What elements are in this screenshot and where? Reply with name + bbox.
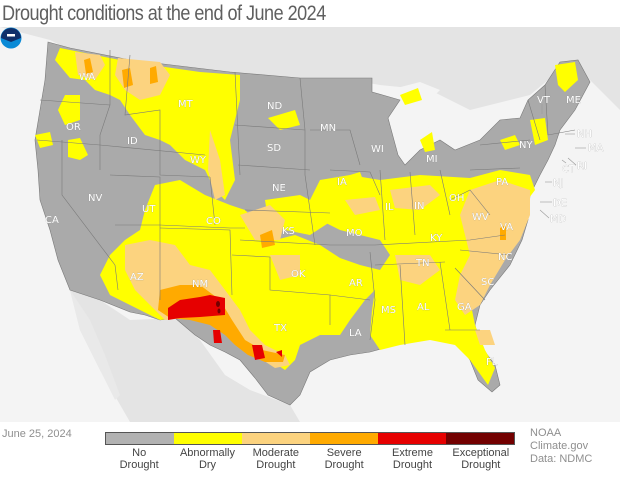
canada-land — [0, 27, 620, 110]
legend-label-extreme: Extreme Drought — [391, 447, 433, 471]
legend-swatch-severe — [310, 433, 378, 444]
state-labels: WA OR CA NV ID MT WY UT CO AZ NM ND SD N… — [45, 72, 604, 368]
state-label-il: IL — [385, 202, 394, 213]
legend-label-severe: Severe Drought — [324, 447, 364, 471]
state-label-md: MD — [550, 214, 567, 225]
map-date: June 25, 2024 — [2, 428, 72, 440]
legend-label-exceptional: Exceptional Drought — [452, 447, 510, 471]
state-label-ia: IA — [337, 177, 347, 188]
state-label-sd: SD — [267, 143, 281, 154]
noaa-logo-icon — [0, 27, 22, 49]
state-label-wy: WY — [190, 155, 207, 166]
state-label-ut: UT — [142, 204, 156, 215]
state-label-fl: FL — [486, 357, 498, 368]
state-label-wi: WI — [371, 144, 384, 155]
page-title: Drought conditions at the end of June 20… — [2, 2, 326, 25]
state-label-az: AZ — [130, 272, 144, 283]
legend-swatch-exceptional — [446, 433, 514, 444]
state-label-ar: AR — [349, 278, 363, 289]
state-label-mt: MT — [178, 99, 194, 110]
state-label-ms: MS — [381, 305, 396, 316]
state-label-sc: SC — [481, 277, 494, 288]
legend-label-moderate: Moderate Drought — [252, 447, 300, 471]
extreme-drought-areas — [168, 295, 282, 360]
state-label-mn: MN — [320, 123, 336, 134]
legend-swatch-extreme — [378, 433, 446, 444]
state-label-la: LA — [349, 328, 362, 339]
legend: No Drought Abnormally Dry Moderate Drought … — [105, 432, 515, 471]
state-label-tx: TX — [273, 323, 287, 334]
state-label-ga: GA — [457, 302, 472, 313]
state-label-co: CO — [206, 216, 221, 227]
state-label-ma: MA — [588, 143, 604, 154]
state-label-ct: CT — [562, 164, 576, 175]
credit-data: Data: NDMC — [530, 453, 593, 465]
state-label-nd: ND — [267, 101, 282, 112]
state-label-tn: TN — [415, 258, 430, 269]
legend-color-bar — [105, 432, 515, 445]
state-label-vt: VT — [537, 95, 551, 106]
state-label-mi: MI — [426, 154, 438, 165]
state-label-ok: OK — [291, 269, 306, 280]
state-label-nv: NV — [88, 193, 102, 204]
state-label-ne: NE — [272, 183, 286, 194]
us-map-svg: WA OR CA NV ID MT WY UT CO AZ NM ND SD N… — [0, 27, 620, 422]
state-label-de: DE — [553, 198, 567, 209]
legend-labels: No Drought Abnormally Dry Moderate Drought … — [105, 445, 515, 471]
state-label-ri: RI — [577, 161, 587, 172]
credit: NOAA Climate.gov Data: NDMC — [530, 427, 620, 466]
state-borders — [36, 50, 576, 346]
state-label-or: OR — [66, 122, 81, 133]
state-label-ky: KY — [430, 233, 443, 244]
credit-source: NOAA Climate.gov — [530, 427, 589, 452]
ne-leader-lines — [539, 104, 586, 219]
state-label-ks: KS — [282, 226, 295, 237]
baja-peninsula — [70, 290, 120, 400]
state-label-in: IN — [414, 201, 424, 212]
state-label-me: ME — [566, 95, 581, 106]
drought-map: WA OR CA NV ID MT WY UT CO AZ NM ND SD N… — [0, 27, 620, 422]
mexico-land — [70, 290, 300, 422]
legend-swatch-moderate — [242, 433, 310, 444]
state-label-va: VA — [500, 222, 513, 233]
state-label-wa: WA — [79, 72, 95, 83]
exceptional-drought-areas — [216, 301, 221, 314]
legend-swatch-abnormally-dry — [174, 433, 242, 444]
state-label-ca: CA — [45, 215, 59, 226]
state-label-wv: WV — [472, 212, 489, 223]
state-label-nc: NC — [498, 252, 512, 263]
state-label-oh: OH — [449, 193, 464, 204]
legend-label-abnormally-dry: Abnormally Dry — [179, 447, 235, 471]
state-label-ny: NY — [519, 140, 533, 151]
state-label-nm: NM — [192, 279, 208, 290]
state-label-pa: PA — [496, 177, 508, 188]
legend-label-no-drought: No Drought — [119, 447, 159, 471]
state-label-mo: MO — [346, 228, 363, 239]
legend-swatch-no-drought — [106, 433, 174, 444]
state-label-nh: NH — [577, 129, 592, 140]
state-label-nj: NJ — [553, 178, 563, 189]
state-label-id: ID — [127, 136, 138, 147]
state-label-al: AL — [417, 302, 430, 313]
